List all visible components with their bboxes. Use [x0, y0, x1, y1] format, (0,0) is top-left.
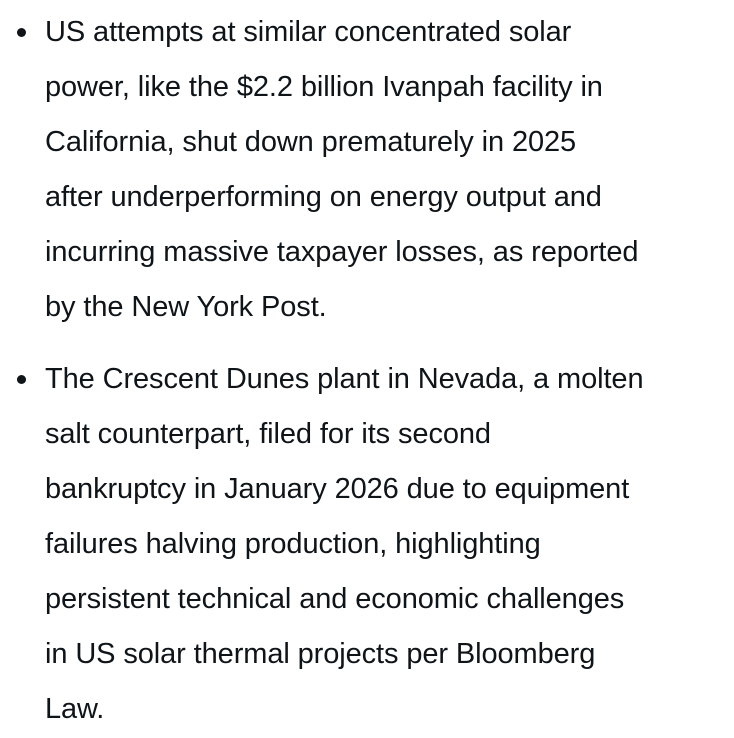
- bullet-text-line: US attempts at similar concentrated sola…: [45, 16, 572, 48]
- bullet-text-line: incurring massive taxpayer losses, as re…: [45, 236, 639, 268]
- bullet-dot-icon: [17, 28, 26, 37]
- bullet-text-line: power, like the $2.2 billion Ivanpah fac…: [45, 71, 603, 103]
- bullet-text-line: failures halving production, highlightin…: [45, 528, 541, 560]
- bullet-text-line: California, shut down prematurely in 202…: [45, 126, 577, 158]
- bullet-text-line: in US solar thermal projects per Bloombe…: [45, 638, 596, 670]
- bullet-text-line: salt counterpart, filed for its second: [45, 418, 491, 450]
- bullet-text-line: bankruptcy in January 2026 due to equipm…: [45, 473, 630, 505]
- bullet-text-line: after underperforming on energy output a…: [45, 181, 602, 213]
- bullet-item-ivanpah: US attempts at similar concentrated sola…: [0, 5, 734, 335]
- bullet-text-line: Law.: [45, 693, 105, 725]
- bullet-text-line: persistent technical and economic challe…: [45, 583, 625, 615]
- bullet-text-line: The Crescent Dunes plant in Nevada, a mo…: [45, 363, 644, 395]
- bullet-text-line: by the New York Post.: [45, 291, 327, 323]
- bullet-dot-icon: [17, 375, 26, 384]
- bullet-item-crescent-dunes: The Crescent Dunes plant in Nevada, a mo…: [0, 352, 734, 737]
